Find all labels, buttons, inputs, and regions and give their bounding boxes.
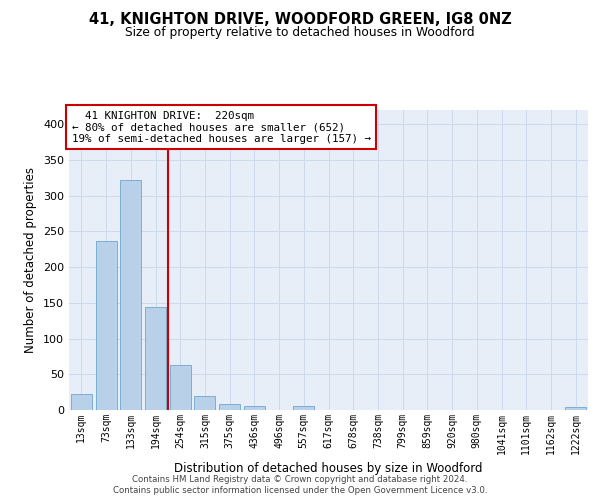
Bar	[71, 394, 92, 410]
Text: 41, KNIGHTON DRIVE, WOODFORD GREEN, IG8 0NZ: 41, KNIGHTON DRIVE, WOODFORD GREEN, IG8 …	[89, 12, 511, 28]
Bar	[293, 406, 314, 410]
Text: Contains HM Land Registry data © Crown copyright and database right 2024.: Contains HM Land Registry data © Crown c…	[132, 475, 468, 484]
Bar	[565, 407, 586, 410]
Bar	[194, 396, 215, 410]
Text: 41 KNIGHTON DRIVE:  220sqm
← 80% of detached houses are smaller (652)
19% of sem: 41 KNIGHTON DRIVE: 220sqm ← 80% of detac…	[71, 110, 371, 144]
X-axis label: Distribution of detached houses by size in Woodford: Distribution of detached houses by size …	[174, 462, 483, 475]
Bar	[170, 365, 191, 410]
Bar	[219, 404, 240, 410]
Text: Contains public sector information licensed under the Open Government Licence v3: Contains public sector information licen…	[113, 486, 487, 495]
Bar	[120, 180, 141, 410]
Text: Size of property relative to detached houses in Woodford: Size of property relative to detached ho…	[125, 26, 475, 39]
Bar	[145, 307, 166, 410]
Bar	[244, 406, 265, 410]
Bar	[95, 242, 116, 410]
Y-axis label: Number of detached properties: Number of detached properties	[25, 167, 37, 353]
